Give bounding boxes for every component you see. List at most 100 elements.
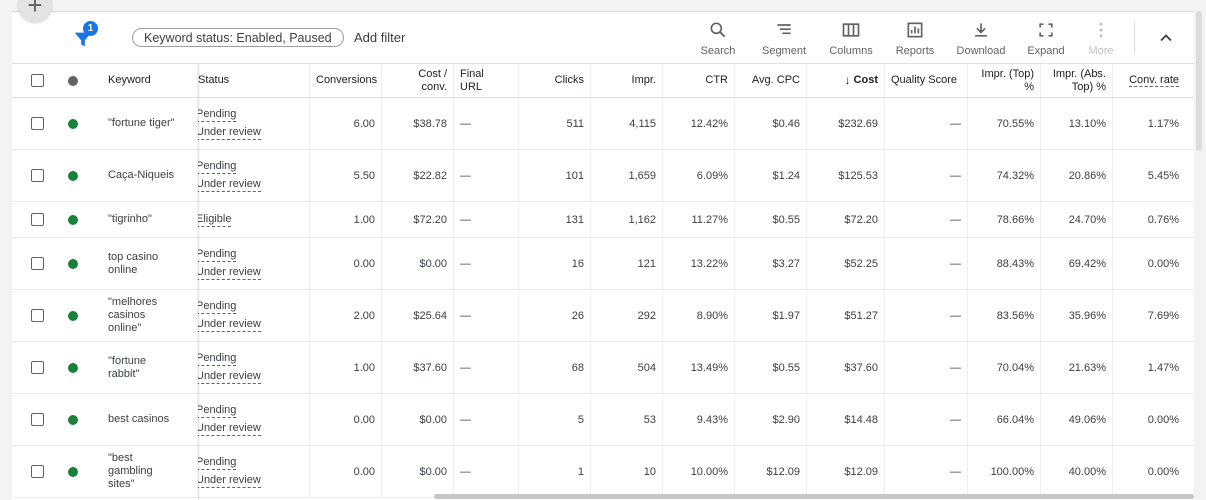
keyword-text: online (108, 263, 138, 276)
status-text[interactable]: Under review (198, 318, 261, 332)
table-row[interactable]: "fortune rabbit" Pending Under review 1.00 $3… (12, 342, 1194, 394)
cell-ctr: 13.49% (663, 342, 735, 393)
keyword-cell[interactable]: "fortune tiger" (102, 98, 198, 149)
cell-cost-conv: $38.78 (382, 98, 454, 149)
row-checkbox[interactable] (30, 169, 44, 182)
reports-button[interactable]: Reports (892, 20, 938, 60)
fullscreen-icon (1039, 23, 1053, 37)
table-row[interactable]: "best gambling sites" Pending Under review 0.… (12, 446, 1194, 498)
column-header-status[interactable]: Status (198, 64, 310, 97)
keyword-cell[interactable]: "fortune rabbit" (102, 342, 198, 393)
status-text[interactable]: Pending (198, 108, 237, 122)
status-text[interactable]: Pending (198, 160, 237, 174)
horizontal-scrollbar[interactable] (434, 494, 1194, 499)
segment-button[interactable]: Segment (758, 20, 810, 60)
status-text[interactable]: Under review (198, 178, 261, 192)
column-header-avg-cpc[interactable]: Avg. CPC (735, 64, 807, 97)
status-text[interactable]: Under review (198, 266, 261, 280)
keyword-cell[interactable]: "tigrinho" (102, 202, 198, 237)
status-text[interactable]: Under review (198, 474, 261, 488)
cell-avg-cpc: $0.46 (735, 98, 807, 149)
table-row[interactable]: top casino online Pending Under review 0.00 $… (12, 238, 1194, 290)
column-header-final-url[interactable]: Final URL (454, 64, 519, 97)
column-header-cost[interactable]: ↓ Cost (807, 64, 885, 97)
column-header-impr-top[interactable]: Impr. (Top)% (968, 64, 1041, 97)
filter-icon[interactable] (72, 28, 94, 50)
row-checkbox[interactable] (30, 117, 44, 130)
impr-abs-line-1: Impr. (Abs. (1052, 67, 1106, 80)
column-header-status-label: Status (198, 74, 230, 86)
status-text[interactable]: Eligible (198, 213, 232, 227)
keyword-cell[interactable]: Caça-Niqueis (102, 150, 198, 201)
table-row[interactable]: "tigrinho" Eligible 1.00 $72.20—131 1,162 11.… (12, 202, 1194, 238)
keyword-status-filter-chip[interactable]: Keyword status: Enabled, Paused (132, 28, 344, 47)
table-row[interactable]: Caça-Niqueis Pending Under review 5.50 $22.8… (12, 150, 1194, 202)
table-row[interactable]: "melhores casinos online" Pending Under revi… (12, 290, 1194, 342)
column-header-cost-per-conv[interactable]: Cost / conv. (382, 64, 454, 97)
download-button[interactable]: Download (954, 20, 1008, 60)
cell-cost: $72.20 (807, 202, 885, 237)
chevron-up-icon[interactable] (1156, 28, 1176, 48)
keyword-cell[interactable]: best casinos (102, 394, 198, 445)
keyword-cell[interactable]: "best gambling sites" (102, 446, 198, 497)
row-checkbox[interactable] (30, 413, 44, 426)
column-header-impr[interactable]: Impr. (591, 64, 663, 97)
columns-button[interactable]: Columns (826, 20, 876, 60)
cell-impr-abs: 21.63% (1041, 342, 1113, 393)
table-row[interactable]: "fortune tiger" Pending Under review 6.00 $3… (12, 98, 1194, 150)
column-header-conv-rate[interactable]: Conv. rate (1113, 64, 1185, 97)
keyword-text: best casinos (108, 413, 170, 425)
columns-icon (842, 23, 860, 37)
row-checkbox[interactable] (30, 465, 44, 478)
status-text[interactable]: Pending (198, 300, 237, 314)
cell-impr-top: 83.56% (968, 290, 1041, 341)
keyword-text: online" (108, 322, 142, 334)
add-filter-button[interactable]: Add filter (354, 30, 406, 45)
status-cell: Pending Under review (198, 238, 310, 289)
keyword-cell[interactable]: top casino online (102, 238, 198, 289)
column-header-clicks[interactable]: Clicks (519, 64, 591, 97)
status-text[interactable]: Under review (198, 370, 261, 384)
row-checkbox[interactable] (30, 361, 44, 374)
cell-impr-abs: 49.06% (1041, 394, 1113, 445)
status-text[interactable]: Pending (198, 248, 237, 262)
reports-icon (907, 22, 923, 38)
cell-clicks: 511 (519, 98, 591, 149)
more-button[interactable]: More (1086, 20, 1116, 60)
column-header-keyword[interactable]: Keyword (102, 64, 198, 97)
row-select-cell (12, 238, 62, 289)
cell-clicks: 68 (519, 342, 591, 393)
row-select-cell (12, 342, 62, 393)
status-text[interactable]: Pending (198, 404, 237, 418)
filter-count-badge: 1 (83, 21, 98, 36)
keyword-cell[interactable]: "melhores casinos online" (102, 290, 198, 341)
cell-impr: 4,115 (591, 98, 663, 149)
enabled-status-dot-icon (68, 258, 78, 269)
row-checkbox[interactable] (30, 257, 44, 270)
cell-cost: $51.27 (807, 290, 885, 341)
status-text[interactable]: Under review (198, 422, 261, 436)
column-header-conversions[interactable]: Conversions (310, 64, 382, 97)
enabled-status-dot-icon (68, 362, 78, 373)
row-checkbox[interactable] (30, 213, 44, 226)
status-text[interactable]: Under review (198, 126, 261, 140)
enabled-status-dot-icon (68, 414, 78, 425)
row-checkbox[interactable] (30, 309, 44, 322)
column-header-ctr[interactable]: CTR (663, 64, 735, 97)
cell-impr: 292 (591, 290, 663, 341)
create-button[interactable]: + (18, 0, 52, 22)
cell-qs: — (885, 202, 968, 237)
status-text[interactable]: Pending (198, 352, 237, 366)
select-all-checkbox[interactable] (30, 74, 44, 87)
cell-impr: 1,162 (591, 202, 663, 237)
table-row[interactable]: best casinos Pending Under review 0.00 $0.00… (12, 394, 1194, 446)
cell-clicks: 16 (519, 238, 591, 289)
column-header-quality-score[interactable]: Quality Score (885, 64, 968, 97)
cell-clicks: 5 (519, 394, 591, 445)
status-cell: Pending Under review (198, 446, 310, 497)
vertical-scrollbar[interactable] (1196, 11, 1202, 151)
status-text[interactable]: Pending (198, 456, 237, 470)
expand-button[interactable]: Expand (1026, 20, 1066, 60)
search-button[interactable]: Search (698, 20, 738, 60)
column-header-impr-abs-top[interactable]: Impr. (Abs. Top) % (1041, 64, 1113, 97)
